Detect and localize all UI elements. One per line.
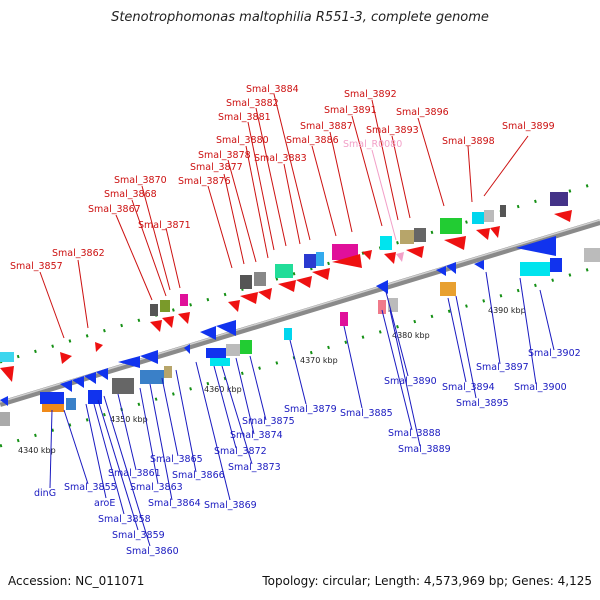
kbp-tick-label: 4340 kbp [18, 446, 56, 455]
gene-label: Smal_3868 [104, 189, 157, 200]
gene-label: Smal_3899 [502, 121, 555, 132]
gene-label: Smal_3893 [366, 125, 419, 136]
gene-label: Smal_3887 [300, 121, 353, 132]
gene-label: Smal_3873 [228, 462, 281, 473]
genome-summary: Topology: circular; Length: 4,573,969 bp… [262, 574, 592, 588]
kbp-tick-label: 4370 kbp [300, 356, 338, 365]
gene-label: Smal_3898 [442, 136, 495, 147]
lower-track-ticks [0, 264, 600, 448]
gene-label: Smal_3869 [204, 500, 257, 511]
gene-label: Smal_3870 [114, 175, 167, 186]
gene-label: Smal_3862 [52, 248, 105, 259]
gene-label: Smal_3876 [178, 176, 231, 187]
gene-label: aroE [94, 498, 115, 509]
gene-label: Smal_3880 [216, 135, 269, 146]
gene-label: Smal_3894 [442, 382, 495, 393]
gene-label: Smal_3863 [130, 482, 183, 493]
gene-label: Smal_3895 [456, 398, 509, 409]
gene-label: Smal_3900 [514, 382, 567, 393]
gene-label: dinG [34, 488, 56, 499]
top-leader-lines [39, 93, 529, 339]
rna-label: Smal_R0080 [343, 139, 402, 150]
bottom-gene-labels: dinG Smal_3855 aroE Smal_3858 Smal_3859 … [34, 348, 581, 557]
top-gene-labels: Smal_3857 Smal_3862 Smal_3867 Smal_3868 … [10, 84, 555, 272]
gene-label: Smal_3885 [340, 408, 393, 419]
rna-leader-line [371, 149, 397, 241]
forward-genes [0, 192, 572, 382]
gene-label: Smal_3892 [344, 89, 397, 100]
gene-label: Smal_3875 [242, 416, 295, 427]
gene-label: Smal_3889 [398, 444, 451, 455]
accession-text: Accession: NC_011071 [8, 574, 145, 588]
map-title: Stenotrophomonas maltophilia R551-3, com… [111, 10, 489, 25]
gene-label: Smal_3858 [98, 514, 151, 525]
gene-label: Smal_3886 [286, 135, 339, 146]
reverse-genes [0, 236, 600, 426]
gene-label: Smal_3874 [230, 430, 283, 441]
gene-label: Smal_3857 [10, 261, 63, 272]
gene-label: Smal_3860 [126, 546, 179, 557]
gene-label: Smal_3879 [284, 404, 337, 415]
kbp-tick-label: 4380 kbp [392, 331, 430, 340]
gene-label: Smal_3878 [198, 150, 251, 161]
gene-label: Smal_3865 [150, 454, 203, 465]
gene-label: Smal_3871 [138, 220, 191, 231]
gene-label: Smal_3890 [384, 376, 437, 387]
gene-label: Smal_3872 [214, 446, 267, 457]
gene-label: Smal_3859 [112, 530, 165, 541]
kbp-tick-label: 4350 kbp [110, 415, 148, 424]
gene-label: Smal_3884 [246, 84, 299, 95]
gene-label: Smal_3897 [476, 362, 529, 373]
gene-label: Smal_3883 [254, 153, 307, 164]
kbp-tick-label: 4360 kbp [204, 385, 242, 394]
gene-label: Smal_3881 [218, 112, 271, 123]
bottom-leader-lines [49, 271, 555, 547]
gene-label: Smal_3861 [108, 468, 161, 479]
gene-label: Smal_3902 [528, 348, 581, 359]
kbp-tick-labels: 4340 kbp 4350 kbp 4360 kbp 4370 kbp 4380… [18, 306, 526, 455]
gene-label: Smal_3855 [64, 482, 117, 493]
kbp-tick-label: 4390 kbp [488, 306, 526, 315]
gene-label: Smal_3888 [388, 428, 441, 439]
gene-label: Smal_3877 [190, 162, 243, 173]
gene-label: Smal_3866 [172, 470, 225, 481]
gene-label: Smal_3896 [396, 107, 449, 118]
gene-label: Smal_3882 [226, 98, 279, 109]
gene-label: Smal_3864 [148, 498, 201, 509]
gene-label: Smal_3867 [88, 204, 141, 215]
gene-label: Smal_3891 [324, 105, 377, 116]
